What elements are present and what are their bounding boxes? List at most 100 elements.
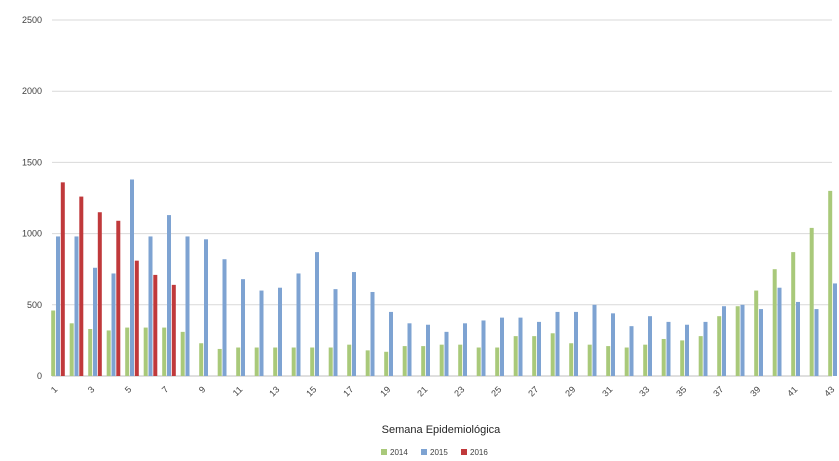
y-tick-label: 500 [27,300,42,310]
x-tick-label: 9 [197,384,208,395]
bar-2015-week-13 [278,287,282,376]
bar-2015-week-26 [518,317,523,376]
bar-2014-week-27 [532,336,537,376]
legend-swatch-2014 [381,449,387,455]
y-tick-label: 2500 [22,15,42,25]
bar-2015-week-18 [370,291,375,376]
bar-2014-week-6 [143,327,148,376]
bar-2014-week-40 [772,269,777,376]
bar-2014-week-39 [754,290,759,376]
bar-2015-week-4 [111,273,116,376]
x-tick-label: 3 [86,384,97,395]
legend-swatch-2016 [461,449,467,455]
bar-2014-week-21 [421,346,426,376]
x-tick-label: 15 [304,384,318,398]
bar-2015-week-12 [259,290,264,376]
bar-2015-week-35 [685,324,689,376]
bar-2015-week-32 [629,326,634,376]
x-tick-label: 41 [785,384,799,398]
bar-2015-week-6 [148,236,153,376]
x-tick-label: 25 [489,384,503,398]
bar-2015-week-43 [833,283,837,376]
x-tick-label: 43 [822,384,836,398]
bar-2016-week-4 [116,220,121,376]
x-tick-label: 39 [748,384,762,398]
x-tick-label: 27 [526,384,540,398]
x-tick-label: 21 [415,384,429,398]
bar-2015-week-42 [814,309,819,376]
bar-2015-week-31 [611,313,615,376]
bar-2014-week-30 [587,344,592,376]
bar-2014-week-8 [180,331,185,376]
bar-2015-week-25 [500,317,504,376]
y-tick-label: 0 [37,371,42,381]
bar-2014-week-25 [495,347,500,376]
x-tick-label: 29 [563,384,577,398]
x-tick-label: 31 [600,384,614,398]
bar-2016-week-2 [79,196,84,376]
bar-2014-week-4 [106,330,111,376]
legend-label-2014: 2014 [390,448,408,457]
bar-2016-week-6 [153,274,158,376]
bar-2015-week-2 [74,236,79,376]
bar-2015-week-27 [537,321,541,376]
bar-2014-week-19 [384,351,389,376]
bar-2015-week-14 [296,273,301,376]
bar-2015-week-41 [796,301,800,376]
bar-2015-week-37 [722,306,726,376]
bar-2016-week-5 [134,260,139,376]
bars [51,179,837,376]
bar-2014-week-13 [273,347,278,376]
y-tick-label: 1000 [22,229,42,239]
legend-label-2015: 2015 [430,448,448,457]
bar-2014-week-29 [569,343,574,376]
bar-2014-week-22 [439,344,444,376]
x-tick-label: 35 [674,384,688,398]
bar-2016-week-7 [171,284,176,376]
bar-2014-week-43 [828,190,833,376]
bar-2014-week-38 [735,306,740,376]
bar-2015-week-30 [592,304,597,376]
x-tick-label: 13 [267,384,281,398]
bar-2014-week-26 [513,336,518,376]
bar-2014-week-12 [254,347,259,376]
bar-2014-week-18 [365,350,370,376]
x-tick-label: 11 [231,384,245,398]
bar-2014-week-11 [236,347,241,376]
bar-2016-week-3 [97,212,102,376]
bar-2014-week-23 [458,344,463,376]
bar-2014-week-3 [88,329,93,376]
bar-2015-week-21 [426,324,430,376]
bar-2015-week-10 [222,259,227,376]
bar-2014-week-16 [328,347,333,376]
x-tick-label: 33 [637,384,651,398]
bar-2015-week-28 [555,311,560,376]
bar-2015-week-7 [167,215,171,376]
bar-2015-week-34 [666,321,671,376]
y-tick-label: 1500 [22,157,42,167]
bar-2015-week-19 [389,311,393,376]
x-tick-label: 37 [711,384,725,398]
bar-2015-week-33 [648,316,652,376]
bar-2015-week-23 [463,323,467,376]
bar-2015-week-29 [574,311,578,376]
bar-2014-week-15 [310,347,315,376]
x-tick-label: 19 [378,384,392,398]
bar-2015-week-16 [333,289,338,376]
bar-2015-week-3 [93,267,97,376]
bar-2015-week-20 [407,323,412,376]
bar-2014-week-20 [402,346,407,376]
bar-2014-week-42 [809,227,814,376]
bar-2014-week-37 [717,316,722,376]
x-tick-label: 1 [49,384,60,395]
x-tick-label: 7 [160,384,171,395]
bar-2014-week-34 [661,338,666,376]
bar-2014-week-24 [476,347,481,376]
bar-2014-week-32 [624,347,629,376]
bar-2014-week-9 [199,343,204,376]
bar-2014-week-33 [643,344,648,376]
bar-2015-week-8 [185,236,190,376]
x-tick-label: 23 [452,384,466,398]
legend: 2014 2015 2016 [381,448,488,457]
